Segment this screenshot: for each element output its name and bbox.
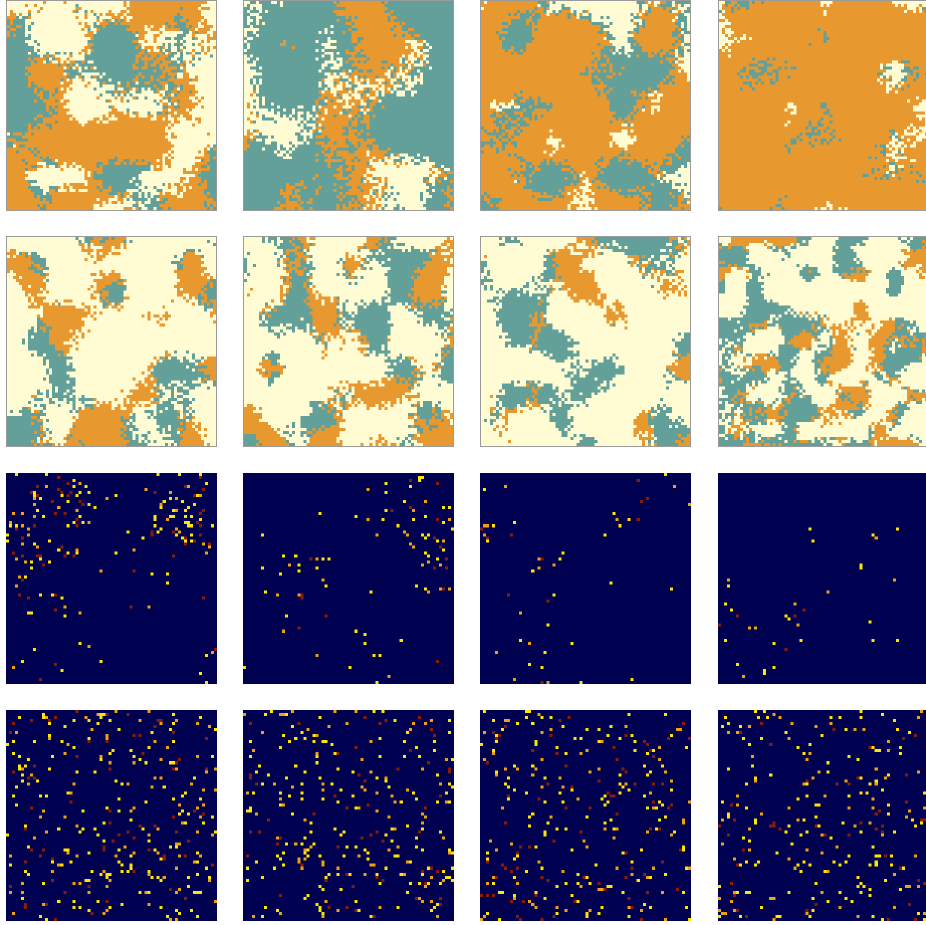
panel-r4-c4 xyxy=(718,710,926,921)
panel-r4-c3 xyxy=(480,710,691,921)
panel-r1-c3 xyxy=(480,0,691,211)
panel-r4-c1 xyxy=(6,710,217,921)
panel-r2-c1 xyxy=(6,236,217,447)
panel-r2-c3 xyxy=(480,236,691,447)
panel-r1-c2 xyxy=(243,0,454,211)
panel-r4-c2 xyxy=(243,710,454,921)
panel-r1-c4 xyxy=(718,0,926,211)
panel-r3-c2 xyxy=(243,473,454,684)
panel-r2-c2 xyxy=(243,236,454,447)
panel-r2-c4 xyxy=(718,236,926,447)
panel-r3-c3 xyxy=(480,473,691,684)
panel-r3-c4 xyxy=(718,473,926,684)
panel-r1-c1 xyxy=(6,0,217,211)
panel-r3-c1 xyxy=(6,473,217,684)
